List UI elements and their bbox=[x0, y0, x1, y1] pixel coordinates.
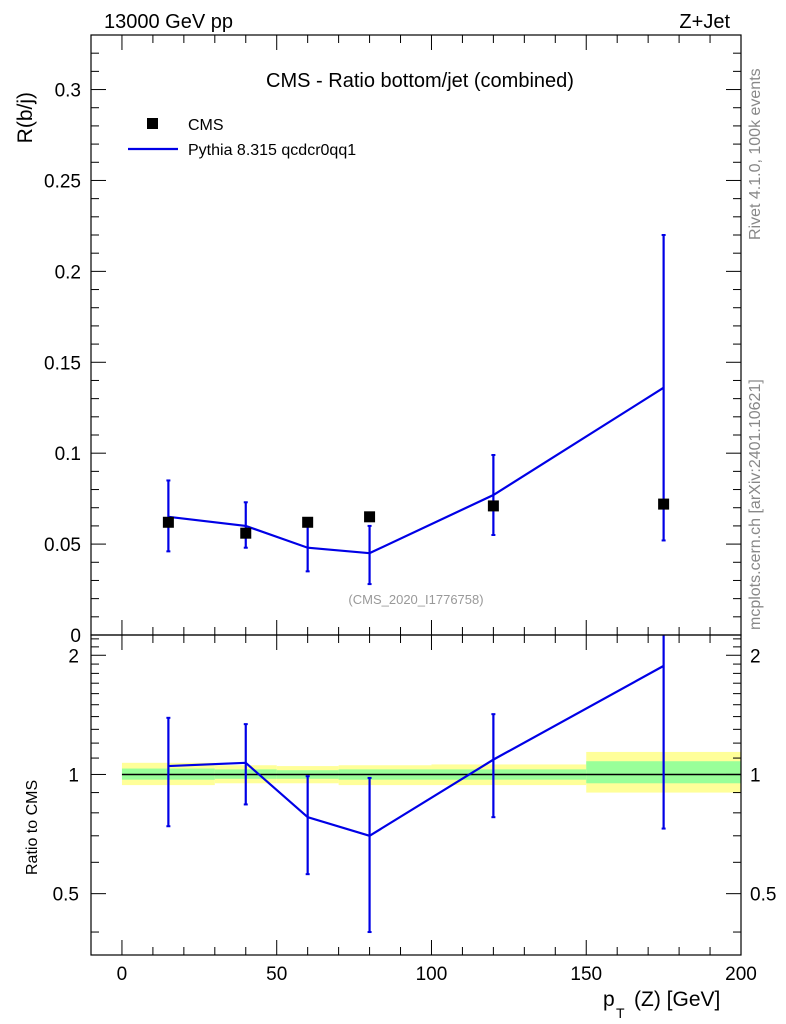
cms-data-point bbox=[658, 498, 670, 510]
mc-line bbox=[168, 386, 665, 555]
x-axis-label: p T (Z) [GeV] bbox=[603, 988, 720, 1021]
chart-title: CMS - Ratio bottom/jet (combined) bbox=[266, 70, 574, 92]
x-tick-label: 0 bbox=[117, 964, 128, 985]
rivet-label: Rivet 4.1.0, 100k events bbox=[747, 68, 764, 240]
process-label: Z+Jet bbox=[679, 11, 730, 33]
main-y-tick-label: 0.25 bbox=[44, 171, 81, 192]
main-y-tick-label: 0 bbox=[70, 626, 81, 647]
legend-cms-label: CMS bbox=[188, 117, 224, 134]
ratio-y-tick-label: 2 bbox=[68, 646, 79, 667]
main-data-marks bbox=[162, 234, 670, 586]
x-axis-label-p: p bbox=[603, 988, 615, 1011]
ratio-axis-ticks: 0.5 0.5 1 1 2 2 0 50 100 150 200 bbox=[53, 635, 776, 985]
ratio-panel: 0.5 0.5 1 1 2 2 0 50 100 150 200 Ratio to CMS p T … bbox=[24, 634, 776, 1021]
legend: CMS Pythia 8.315 qcdcr0qq1 bbox=[128, 117, 356, 159]
ratio-y-tick-label: 0.5 bbox=[53, 885, 79, 906]
ratio-y-tick-label-right: 2 bbox=[750, 646, 761, 667]
main-y-tick-label: 0.3 bbox=[55, 81, 81, 102]
cms-data-point bbox=[302, 516, 314, 528]
cms-data-point bbox=[364, 511, 376, 523]
ratio-y-tick-label-right: 0.5 bbox=[750, 885, 776, 906]
ratio-y-tick-label: 1 bbox=[68, 765, 79, 786]
energy-label: 13000 GeV pp bbox=[104, 11, 233, 33]
mcplots-label: mcplots.cern.ch [arXiv:2401.10621] bbox=[747, 379, 764, 630]
main-y-tick-label: 0.05 bbox=[44, 535, 81, 556]
main-panel: 0 0.05 0.1 0.15 0.2 0.25 0.3 CMS - Ratio botto… bbox=[14, 34, 742, 647]
ratio-mc-line bbox=[168, 664, 665, 837]
x-axis-label-sub: T bbox=[616, 1005, 625, 1021]
ratio-y-tick-label-right: 1 bbox=[750, 765, 761, 786]
x-tick-label: 150 bbox=[570, 964, 602, 985]
legend-cms-marker bbox=[147, 118, 158, 129]
analysis-id: (CMS_2020_I1776758) bbox=[348, 592, 483, 607]
main-y-axis-label: R(b/j) bbox=[14, 92, 37, 143]
main-y-tick-label: 0.1 bbox=[55, 444, 81, 465]
x-axis-label-rest: (Z) [GeV] bbox=[634, 988, 720, 1011]
cms-data-point bbox=[240, 527, 252, 539]
main-y-tick-label: 0.2 bbox=[55, 262, 81, 283]
x-tick-label: 100 bbox=[416, 964, 448, 985]
ratio-uncertainty-bands bbox=[121, 751, 741, 793]
x-tick-label: 200 bbox=[725, 964, 757, 985]
ratio-data-marks bbox=[166, 635, 666, 934]
legend-pythia-label: Pythia 8.315 qcdcr0qq1 bbox=[188, 142, 356, 159]
ratio-y-axis-label: Ratio to CMS bbox=[24, 780, 41, 875]
cms-data-point bbox=[487, 500, 499, 512]
main-y-tick-label: 0.15 bbox=[44, 353, 81, 374]
cms-data-point bbox=[162, 516, 174, 528]
ratio-frame bbox=[90, 634, 742, 956]
x-tick-label: 50 bbox=[266, 964, 287, 985]
